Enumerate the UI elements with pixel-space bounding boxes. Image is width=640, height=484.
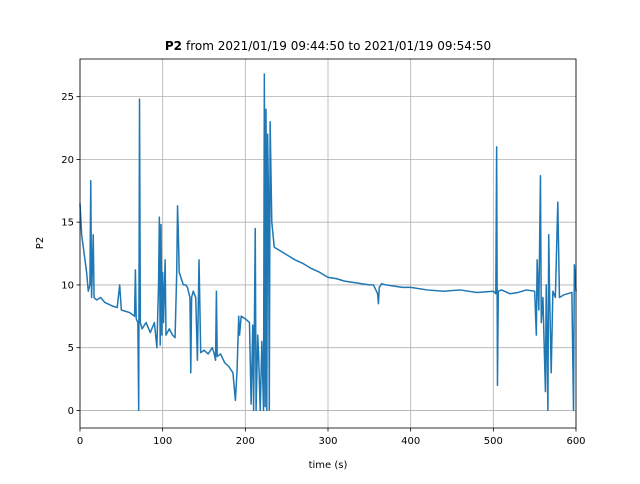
y-axis-label: P2: [35, 237, 46, 249]
data-line: [79, 73, 577, 412]
x-tick-label: 600: [566, 436, 585, 447]
y-tick-label: 5: [68, 343, 74, 354]
x-tick-label: 100: [153, 436, 172, 447]
x-tick-label: 0: [77, 436, 83, 447]
title-range: from 2021/01/19 09:44:50 to 2021/01/19 0…: [186, 39, 491, 53]
x-tick-label: 500: [484, 436, 503, 447]
y-tick-label: 25: [61, 92, 74, 103]
y-tick-label: 15: [61, 218, 74, 229]
x-tick-label: 400: [401, 436, 420, 447]
title-variable: P2: [165, 39, 182, 53]
y-tick-label: 20: [61, 155, 74, 166]
chart-title: P2 from 2021/01/19 09:44:50 to 2021/01/19…: [165, 39, 491, 53]
y-tick-label: 10: [61, 280, 74, 291]
plot-area: [79, 73, 577, 412]
y-tick-label: 0: [68, 406, 74, 417]
x-tick-label: 200: [236, 436, 255, 447]
grid: [79, 59, 577, 428]
x-axis-label: time (s): [309, 460, 348, 471]
x-tick-label: 300: [318, 436, 337, 447]
